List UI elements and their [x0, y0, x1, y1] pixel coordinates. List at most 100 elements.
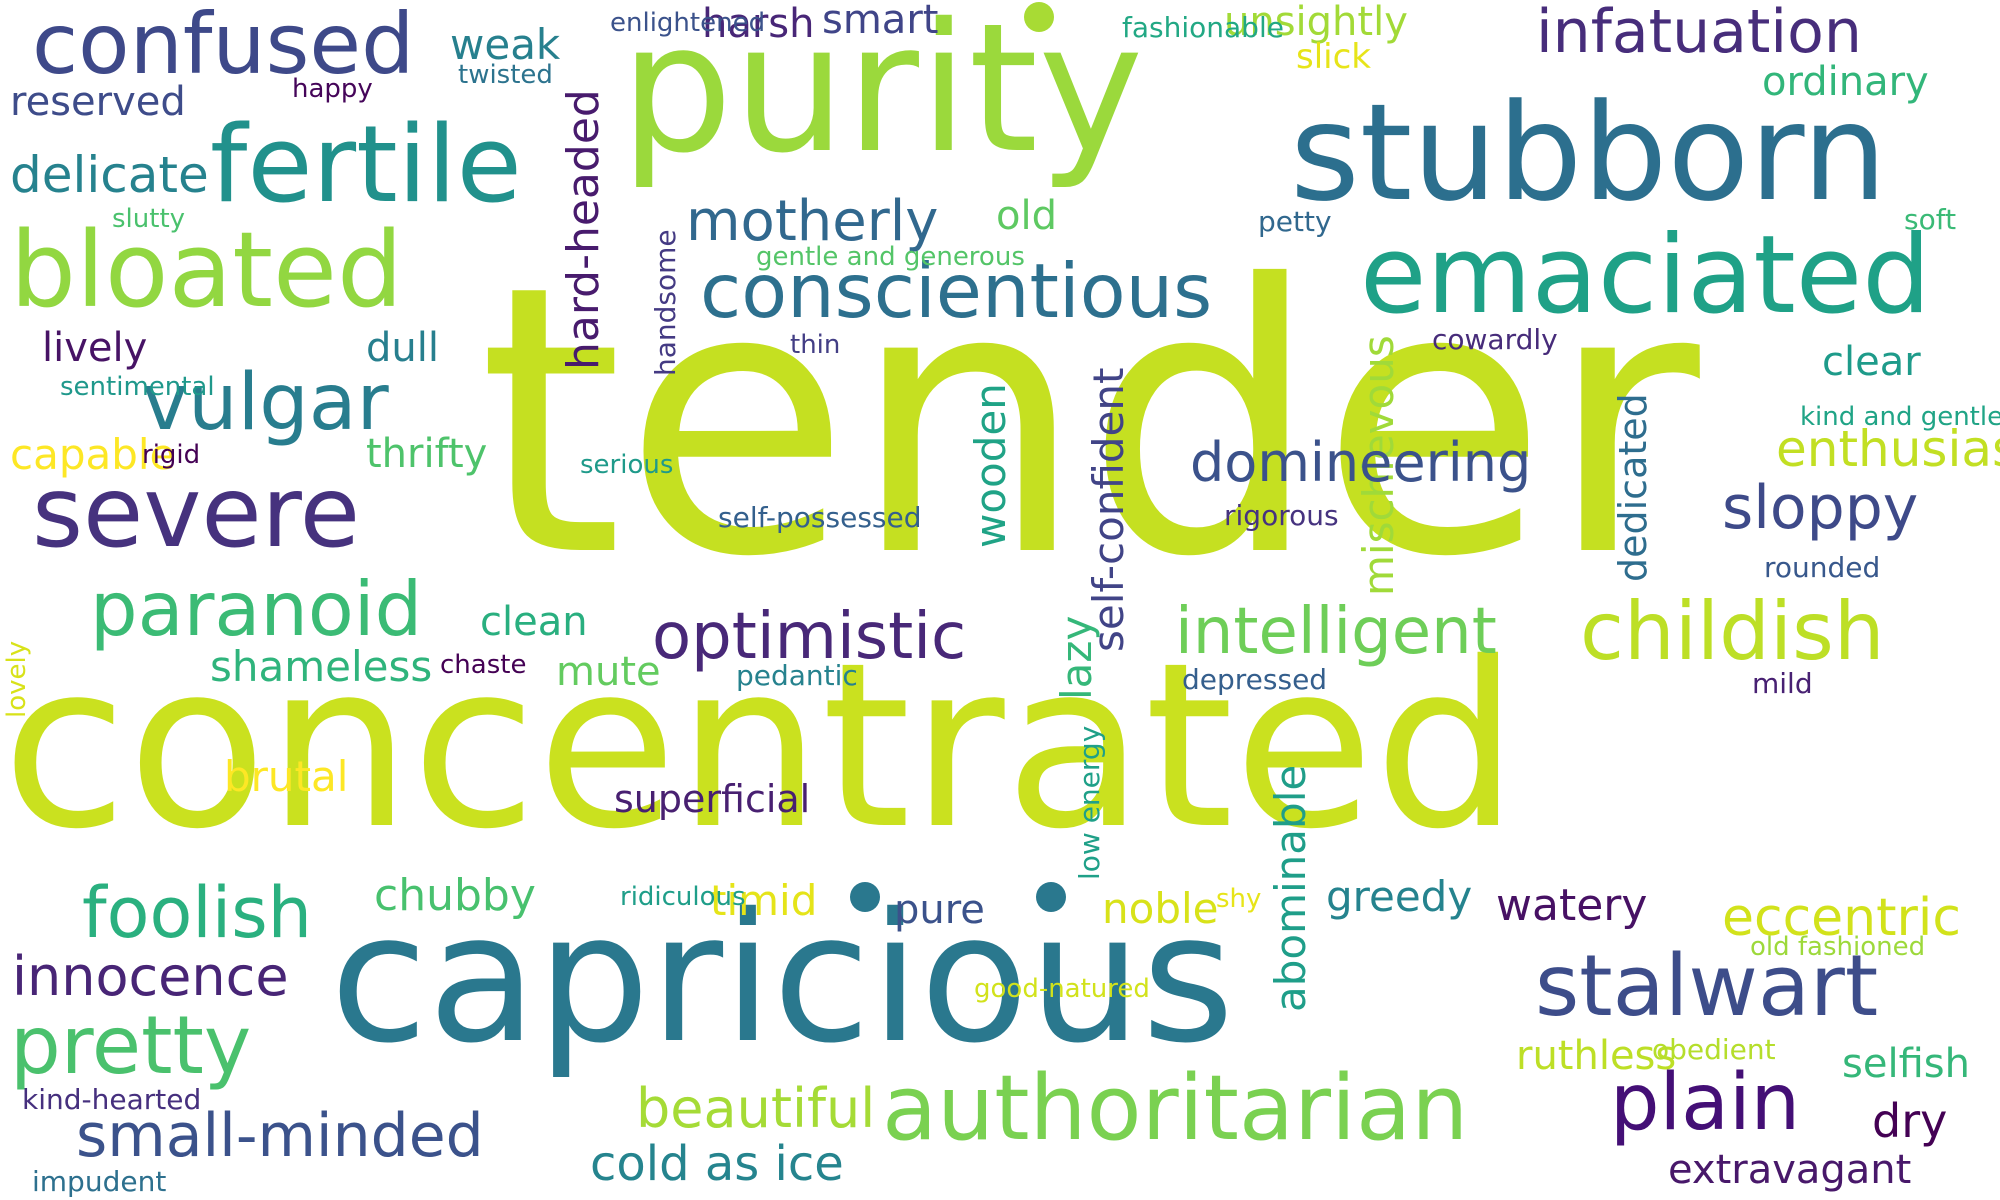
word-wooden: enthusiastic	[1776, 420, 2000, 478]
word-emaciated: emaciated	[1360, 213, 1931, 338]
word-serious: kind and gentle	[1800, 402, 2000, 432]
word-slick: dull	[366, 325, 439, 371]
word-enthusiastic: dedicated	[1611, 393, 1655, 582]
word-sentimental: self-possessed	[718, 501, 922, 534]
word-foolish: foolish	[82, 872, 313, 954]
word-smart: thrifty	[366, 431, 488, 477]
word-selfish: superficial	[614, 777, 811, 821]
word-cold-as-ice: cold as ice	[590, 1136, 844, 1192]
word-conscientious: conscientious	[700, 247, 1213, 335]
word-tender: tender	[478, 208, 1700, 638]
word-clear: timid	[710, 876, 818, 925]
word-enlightened: handsome	[649, 229, 682, 376]
word-narrow-minded: cowardly	[1432, 323, 1558, 356]
word-ordinary: slick	[1296, 37, 1371, 77]
word-sloppy: sloppy	[1722, 473, 1919, 543]
word-capricious: capricious	[330, 875, 1235, 1082]
word-innocence: innocence	[12, 945, 289, 1008]
word-paranoid: paranoid	[90, 565, 423, 653]
word-rascal: shy	[1216, 884, 1262, 914]
word-handsome: shameless	[210, 642, 433, 691]
word-good-natured: kind-hearted	[22, 1083, 202, 1116]
word-brutal: twisted	[458, 60, 553, 90]
word-eccentric: eccentric	[1722, 888, 1961, 948]
word-pedantic: lovely	[2, 640, 32, 718]
word-intelligent: intelligent	[1175, 595, 1497, 669]
word-timid: pure	[894, 887, 985, 933]
word-extravagant: slutty	[112, 204, 186, 234]
word-beautiful: beautiful	[636, 1077, 876, 1140]
word-optimistic: optimistic	[652, 600, 967, 674]
word-confused: confused	[32, 0, 415, 93]
word-abominable: abominable	[1266, 764, 1315, 1012]
word-self-possessed: rounded	[1764, 551, 1881, 584]
dot-yellowgreen	[1024, 2, 1054, 32]
word-watery: weak	[450, 20, 561, 69]
word-lovely: wooden	[966, 383, 1015, 548]
word-soft: serious	[580, 450, 674, 480]
word-purity: purity	[620, 0, 1144, 192]
word-rigid: rigorous	[1224, 499, 1339, 532]
word-domineering: unsightly	[1224, 0, 1408, 45]
word-rounded: depressed	[1182, 663, 1328, 696]
word-slutty: enlightened	[610, 8, 766, 38]
word-lively: old	[996, 193, 1057, 239]
word-thrifty: clean	[480, 599, 588, 645]
dot-teal-left	[850, 882, 880, 912]
word-chubby: reserved	[10, 79, 186, 125]
word-low-energy: chubby	[374, 870, 536, 921]
word-shameless: ordinary	[1762, 59, 1929, 105]
word-unsightly: smart	[822, 0, 939, 43]
word-severe: severe	[32, 456, 361, 570]
word-fashionable: thin	[790, 330, 841, 360]
word-dull: mute	[556, 649, 661, 695]
word-ridiculous: old fashioned	[1750, 932, 1926, 962]
word-mute: greedy	[1326, 872, 1473, 921]
word-cowardly: rigid	[142, 440, 201, 470]
word-ruthless: extravagant	[1668, 1147, 1912, 1193]
word-thin: soft	[1904, 203, 1957, 236]
word-fertile: fertile	[210, 103, 522, 226]
word-capable: clear	[1822, 339, 1921, 385]
word-clean: noble	[1102, 884, 1219, 933]
word-harsh: capable	[10, 430, 176, 479]
word-dedicated: watery	[1496, 880, 1648, 931]
word-weak: harsh	[702, 1, 815, 47]
word-chaste: mild	[1752, 667, 1813, 700]
word-plain: plain	[1610, 1058, 1801, 1148]
word-twisted: gentle and generous	[756, 242, 1025, 272]
dot-teal-right	[1036, 882, 1066, 912]
word-shy: good-natured	[974, 974, 1150, 1004]
word-petty: sentimental	[60, 372, 215, 402]
word-authoritarian: authoritarian	[882, 1056, 1469, 1161]
word-old: lazy	[1052, 615, 1101, 700]
word-reserved: lively	[42, 325, 148, 371]
word-noble: ruthless	[1516, 1033, 1677, 1079]
word-stubborn: stubborn	[1290, 75, 1888, 231]
word-rigorous: chaste	[440, 650, 527, 680]
word-delicate: delicate	[10, 146, 209, 204]
word-stalwart: stalwart	[1535, 937, 1879, 1036]
word-superficial: happy	[292, 74, 373, 104]
word-pretty: pretty	[10, 999, 252, 1092]
word-obedient: impudent	[32, 1165, 167, 1198]
word-infatuation: infatuation	[1536, 0, 1862, 67]
word-vulgar: vulgar	[142, 358, 389, 448]
word-hard-headed: hard-headed	[558, 89, 609, 370]
word-small-minded: small-minded	[76, 1101, 484, 1171]
word-bloated: bloated	[10, 209, 404, 331]
word-dry: brutal	[224, 752, 349, 801]
word-happy: fashionable	[1122, 11, 1284, 44]
word-mild: ridiculous	[620, 882, 746, 912]
word-lazy: domineering	[1190, 431, 1532, 494]
word-motherly: motherly	[686, 189, 939, 254]
word-depressed: low energy	[1073, 725, 1106, 880]
word-childish: childish	[1580, 585, 1885, 678]
word-self-confident: self-confident	[1084, 367, 1133, 652]
word-greedy: selfish	[1842, 1041, 1970, 1087]
word-gentle-and-generous: petty	[1258, 205, 1332, 238]
word-concentrated: concentrated	[2, 613, 1519, 879]
word-kind-and-gentle: pedantic	[736, 659, 858, 692]
word-pure: dry	[1872, 1094, 1948, 1148]
